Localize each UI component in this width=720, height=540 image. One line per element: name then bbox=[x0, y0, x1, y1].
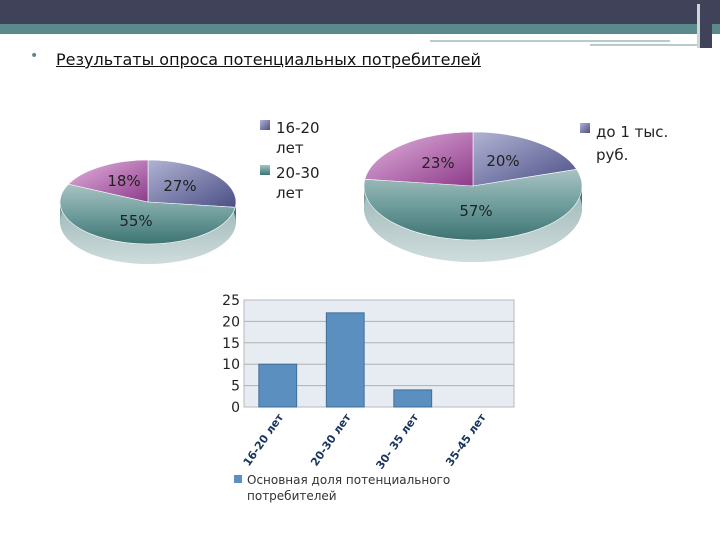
y-tick-label: 10 bbox=[222, 357, 240, 373]
pie-chart-price: 20% 57% 23% bbox=[363, 131, 583, 262]
pie-slice bbox=[67, 159, 149, 203]
y-tick-label: 5 bbox=[231, 379, 240, 395]
bar bbox=[325, 312, 365, 408]
legend-swatch bbox=[580, 123, 590, 133]
pie-chart-age: 27% 55% 18% bbox=[59, 159, 237, 264]
decorative-line bbox=[590, 44, 700, 46]
pie-data-label: 23% bbox=[421, 154, 454, 172]
pie-legend-price: до 1 тыс. руб. bbox=[580, 123, 668, 164]
bar bbox=[393, 389, 433, 408]
bar bbox=[258, 363, 298, 408]
pie-slice bbox=[364, 131, 474, 187]
decorative-corner bbox=[697, 4, 712, 48]
legend-label-part: лет bbox=[276, 139, 304, 157]
legend-label-part: руб. bbox=[596, 146, 628, 164]
legend-label-part: до 1 тыс. bbox=[596, 123, 668, 141]
pie-slice bbox=[59, 183, 236, 245]
legend-label-part: 20-30 bbox=[276, 164, 320, 182]
legend-label-part: лет bbox=[276, 184, 304, 202]
pie-data-label: 55% bbox=[119, 212, 152, 230]
legend-label-part: 16-20 bbox=[276, 119, 320, 137]
pie-data-label: 27% bbox=[163, 177, 196, 195]
pie-data-label: 57% bbox=[459, 202, 492, 220]
legend-swatch bbox=[234, 475, 242, 483]
pie-legend-age: 16-20 лет 20-30 лет bbox=[260, 119, 320, 202]
x-category-label: 20-30 лет bbox=[308, 411, 354, 469]
legend-swatch bbox=[260, 120, 270, 130]
pie-slice bbox=[363, 168, 583, 241]
legend-label-part: потребителей bbox=[247, 489, 337, 503]
pie-slice bbox=[472, 131, 578, 187]
decorative-line bbox=[430, 40, 670, 42]
pie-data-label: 18% bbox=[107, 172, 140, 190]
y-tick-label: 20 bbox=[222, 314, 240, 330]
legend-swatch bbox=[260, 165, 270, 175]
legend-label-part: Основная доля потенциального bbox=[247, 473, 450, 487]
y-tick-label: 0 bbox=[231, 400, 240, 416]
x-category-label: 35-45 лет bbox=[443, 411, 489, 469]
pie-slice bbox=[147, 159, 237, 208]
bullet-icon: • bbox=[30, 48, 39, 64]
x-category-label: 30- 35 лет bbox=[373, 411, 421, 472]
slide-title: Результаты опроса потенциальных потребит… bbox=[56, 50, 481, 69]
y-tick-label: 15 bbox=[222, 336, 240, 352]
header-accent-bar bbox=[0, 24, 720, 34]
header-divider bbox=[0, 34, 720, 37]
x-category-label: 16-20 лет bbox=[241, 411, 287, 469]
pie-data-label: 20% bbox=[486, 152, 519, 170]
bar-chart-age: 0 5 10 15 20 25 16-20 лет 20-30 лет 30- 35 лет 3… bbox=[222, 293, 515, 503]
y-tick-label: 25 bbox=[222, 293, 240, 309]
header-bar bbox=[0, 0, 720, 24]
